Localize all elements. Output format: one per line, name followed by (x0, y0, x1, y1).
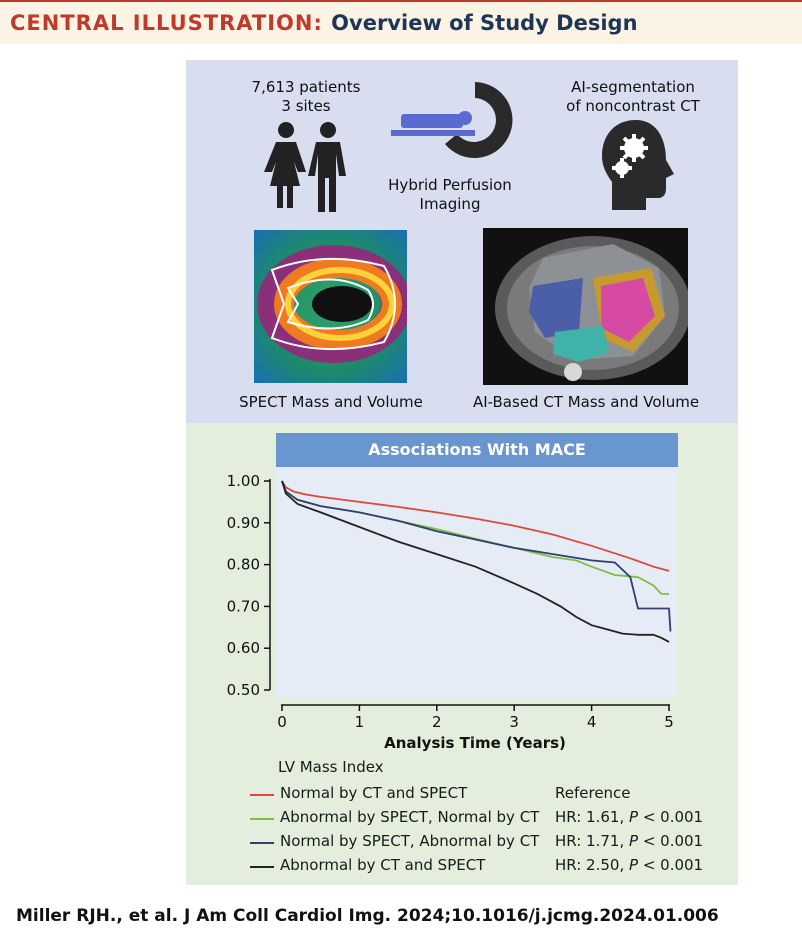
header-subtitle: Overview of Study Design (331, 11, 638, 35)
hr-value: HR: 1.61, (555, 808, 629, 826)
patients-count: 7,613 patients (251, 78, 361, 96)
legend-swatch (250, 818, 274, 820)
x-tick-label: 2 (432, 713, 442, 731)
legend-label: Normal by SPECT, Abnormal by CT (280, 832, 540, 850)
legend-hr: HR: 1.71, P < 0.001 (555, 832, 703, 850)
legend-label: Abnormal by CT and SPECT (280, 856, 486, 874)
p-symbol: P (629, 808, 639, 826)
series-line-1 (281, 480, 670, 572)
header-bar: CENTRAL ILLUSTRATION: Overview of Study … (0, 0, 802, 44)
p-symbol: P (629, 832, 639, 850)
sites-count: 3 sites (281, 97, 331, 115)
ai-line2: of noncontrast CT (566, 97, 700, 115)
x-tick-label: 4 (587, 713, 597, 731)
hr-value: HR: 2.50, (555, 856, 629, 874)
imaging-line2: Imaging (419, 195, 481, 213)
legend-item-abnormal-spect: Abnormal by SPECT, Normal by CT HR: 1.61… (250, 808, 730, 830)
legend-item-abnormal-both: Abnormal by CT and SPECT HR: 2.50, P < 0… (250, 856, 730, 878)
p-symbol: P (629, 856, 639, 874)
ai-line1: AI-segmentation (571, 78, 695, 96)
hybrid-imaging-label: Hybrid Perfusion Imaging (370, 176, 530, 214)
y-tick-label: 0.90 (227, 514, 260, 532)
legend-hr: HR: 2.50, P < 0.001 (555, 856, 703, 874)
plot-area (276, 467, 678, 698)
imaging-line1: Hybrid Perfusion (388, 176, 512, 194)
scanner-icon (391, 82, 513, 158)
y-tick-label: 1.00 (227, 472, 260, 490)
x-tick-label: 0 (277, 713, 287, 731)
legend-title: LV Mass Index (278, 758, 384, 776)
x-tick-label: 5 (664, 713, 674, 731)
p-value: < 0.001 (638, 856, 704, 874)
chart-title: Associations With MACE (276, 433, 678, 467)
patients-icon (264, 122, 346, 212)
x-tick-label: 3 (509, 713, 519, 731)
legend-label: Abnormal by SPECT, Normal by CT (280, 808, 540, 826)
ai-head-gears-icon (602, 120, 674, 210)
legend-label: Normal by CT and SPECT (280, 784, 468, 802)
legend-hr: Reference (555, 784, 631, 802)
x-tick-label: 1 (355, 713, 365, 731)
legend-item-abnormal-ct: Normal by SPECT, Abnormal by CT HR: 1.71… (250, 832, 730, 854)
ct-image (483, 228, 688, 385)
header-title: CENTRAL ILLUSTRATION: Overview of Study … (10, 11, 638, 35)
header-label: CENTRAL ILLUSTRATION: (10, 11, 323, 35)
y-tick-label: 0.50 (227, 681, 260, 699)
spect-caption: SPECT Mass and Volume (239, 393, 423, 411)
y-tick-label: 0.60 (227, 639, 260, 657)
legend-swatch (250, 866, 274, 868)
x-axis-label: Analysis Time (Years) (384, 734, 566, 752)
spect-image (254, 230, 407, 383)
y-tick-label: 0.70 (227, 597, 260, 615)
legend-swatch (250, 842, 274, 844)
hr-value: HR: 1.71, (555, 832, 629, 850)
y-tick-label: 0.80 (227, 556, 260, 574)
legend-swatch (250, 794, 274, 796)
p-value: < 0.001 (638, 808, 704, 826)
ct-caption: AI-Based CT Mass and Volume (472, 393, 700, 411)
series-line-4 (281, 480, 670, 643)
patients-label: 7,613 patients 3 sites (236, 78, 376, 116)
legend-hr: HR: 1.61, P < 0.001 (555, 808, 703, 826)
citation: Miller RJH., et al. J Am Coll Cardiol Im… (16, 906, 719, 926)
series-line-3 (281, 480, 672, 632)
legend-item-normal-ct-spect: Normal by CT and SPECT Reference (250, 784, 730, 806)
ai-segmentation-label: AI-segmentation of noncontrast CT (558, 78, 708, 116)
p-value: < 0.001 (638, 832, 704, 850)
